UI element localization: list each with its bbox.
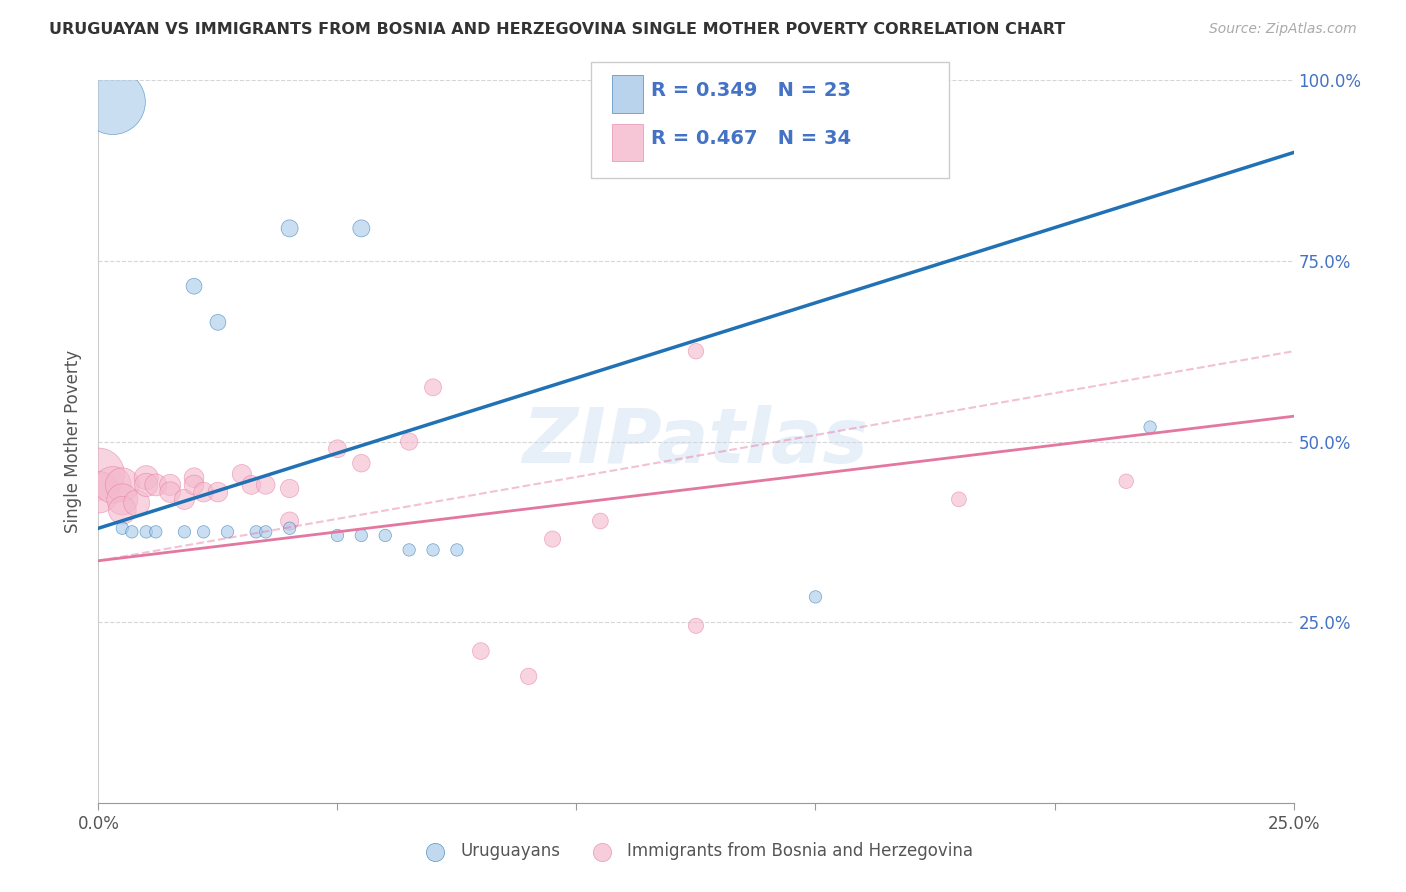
Point	[87, 485, 110, 500]
Point	[135, 524, 157, 539]
Point	[326, 442, 349, 456]
Point	[207, 485, 229, 500]
Point	[446, 542, 468, 557]
Point	[1139, 420, 1161, 434]
Point	[217, 524, 239, 539]
Point	[422, 380, 444, 394]
Point	[326, 528, 349, 542]
Point	[121, 524, 143, 539]
Point	[470, 644, 492, 658]
Point	[207, 315, 229, 329]
Point	[422, 542, 444, 557]
Point	[350, 221, 373, 235]
Text: R = 0.349   N = 23: R = 0.349 N = 23	[651, 81, 851, 100]
Point	[517, 669, 540, 683]
Point	[804, 590, 827, 604]
Text: ZIPatlas: ZIPatlas	[523, 405, 869, 478]
Point	[254, 524, 277, 539]
Point	[159, 478, 181, 492]
Point	[111, 521, 134, 535]
Point	[159, 485, 181, 500]
Point	[111, 503, 134, 517]
Point	[685, 344, 707, 359]
Text: Source: ZipAtlas.com: Source: ZipAtlas.com	[1209, 22, 1357, 37]
Point	[948, 492, 970, 507]
Point	[254, 478, 277, 492]
Point	[350, 456, 373, 470]
Point	[398, 542, 420, 557]
Point	[374, 528, 396, 542]
Point	[135, 478, 157, 492]
Point	[173, 524, 195, 539]
Point	[278, 482, 301, 496]
Point	[173, 492, 195, 507]
Point	[278, 521, 301, 535]
Point	[350, 528, 373, 542]
Point	[111, 492, 134, 507]
Point	[145, 524, 167, 539]
Point	[101, 478, 124, 492]
Point	[589, 514, 612, 528]
Point	[193, 524, 215, 539]
Text: URUGUAYAN VS IMMIGRANTS FROM BOSNIA AND HERZEGOVINA SINGLE MOTHER POVERTY CORREL: URUGUAYAN VS IMMIGRANTS FROM BOSNIA AND …	[49, 22, 1066, 37]
Point	[541, 532, 564, 546]
Point	[87, 467, 110, 481]
Point	[398, 434, 420, 449]
Point	[135, 470, 157, 484]
Point	[111, 478, 134, 492]
Text: R = 0.467   N = 34: R = 0.467 N = 34	[651, 129, 851, 148]
Point	[278, 221, 301, 235]
Point	[240, 478, 263, 492]
Point	[1115, 475, 1137, 489]
Point	[183, 470, 205, 484]
Point	[125, 496, 148, 510]
Point	[101, 95, 124, 109]
Point	[183, 279, 205, 293]
Point	[193, 485, 215, 500]
Point	[183, 478, 205, 492]
Y-axis label: Single Mother Poverty: Single Mother Poverty	[65, 350, 83, 533]
Legend: Uruguayans, Immigrants from Bosnia and Herzegovina: Uruguayans, Immigrants from Bosnia and H…	[412, 836, 980, 867]
Point	[685, 619, 707, 633]
Point	[145, 478, 167, 492]
Point	[245, 524, 267, 539]
Point	[278, 514, 301, 528]
Point	[231, 467, 253, 481]
